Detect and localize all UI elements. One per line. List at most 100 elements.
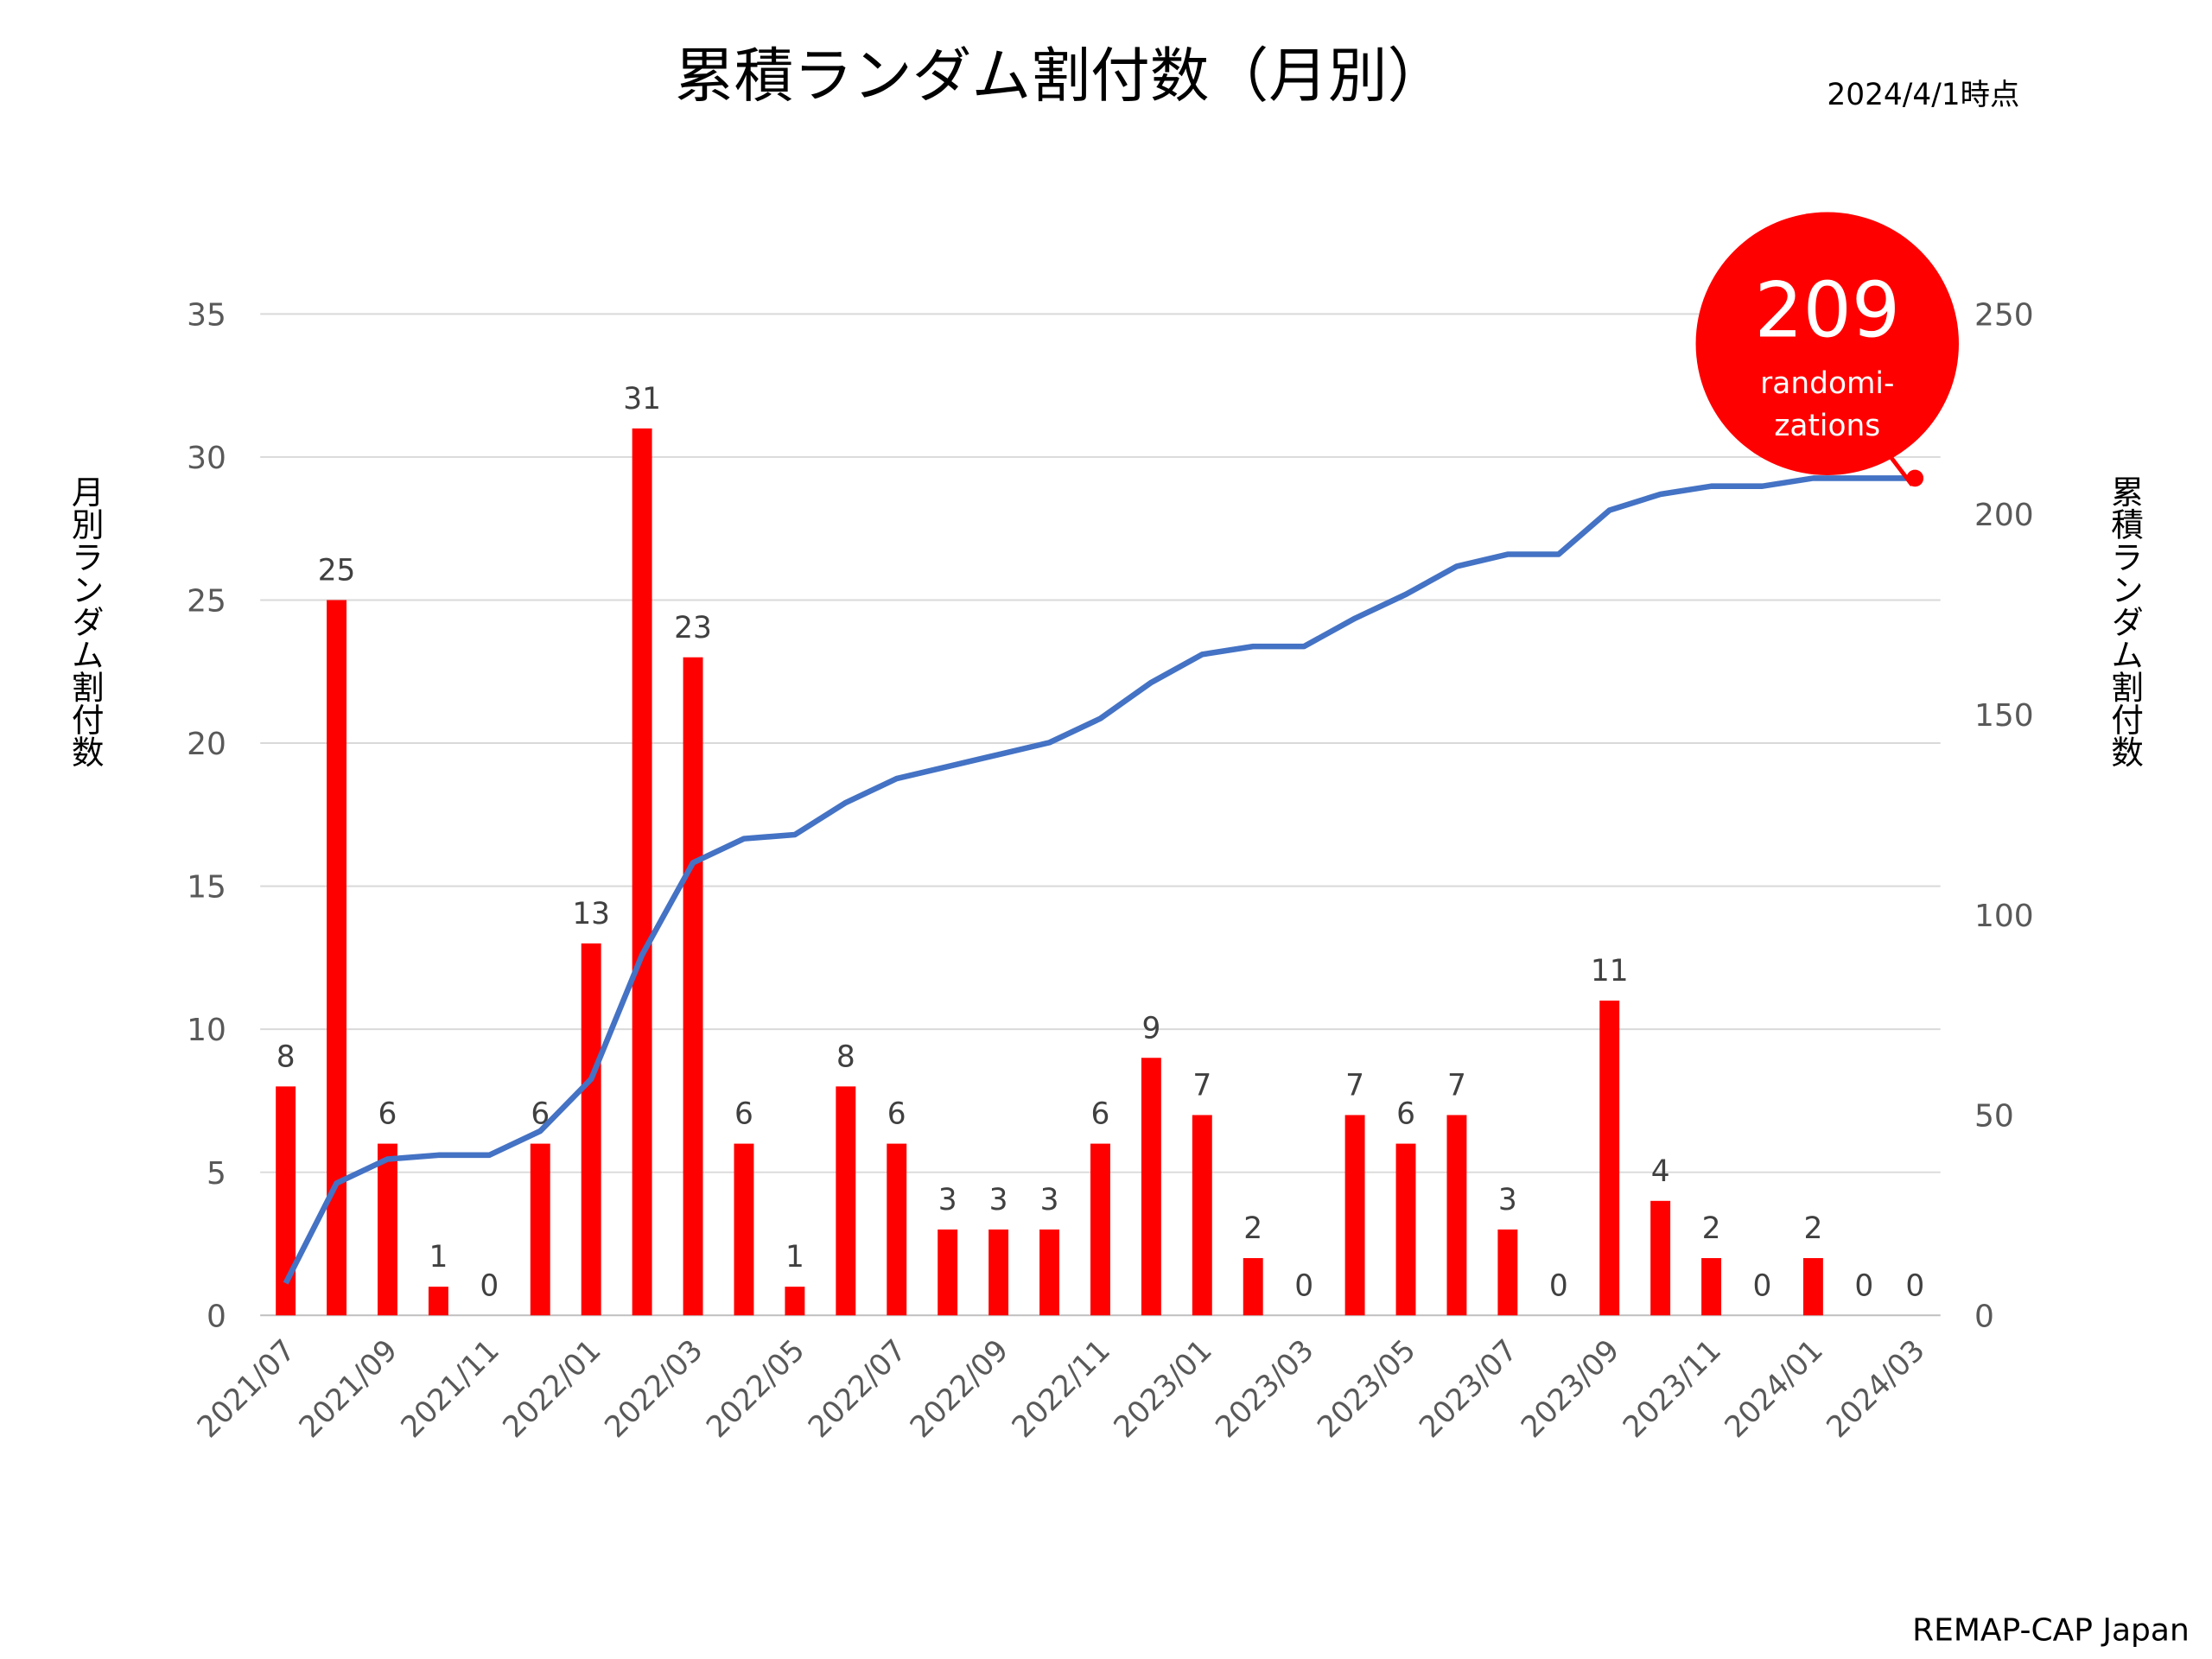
y-right-tick-label: 0 <box>1974 1299 1994 1334</box>
bar <box>1039 1229 1059 1316</box>
bar <box>785 1287 805 1316</box>
x-tick-label: 2021/11 <box>395 1333 506 1445</box>
credit-text: REMAP-CAP Japan <box>1912 1613 2190 1649</box>
x-tick-label: 2022/05 <box>700 1333 811 1445</box>
y-right-tick-label: 200 <box>1974 498 2034 533</box>
y-right-axis-label: 累積ランダム割付数 <box>2106 475 2144 768</box>
x-tick-label: 2023/05 <box>1311 1333 1422 1445</box>
x-tick-label: 2022/03 <box>598 1333 709 1445</box>
bar <box>632 428 652 1316</box>
x-tick-label: 2021/07 <box>191 1333 302 1445</box>
bar-data-label: 3 <box>938 1183 957 1217</box>
y-left-tick-label: 5 <box>207 1156 226 1192</box>
x-tick-label: 2022/09 <box>904 1333 1015 1445</box>
callout-bubble <box>1695 212 1960 475</box>
x-tick-labels: 2021/072021/092021/112022/012022/032022/… <box>191 1333 1932 1445</box>
bar <box>1802 1258 1823 1316</box>
bar <box>1446 1115 1467 1316</box>
bar-data-label: 0 <box>1753 1268 1772 1303</box>
y-left-tick-label: 20 <box>187 727 226 762</box>
bar <box>1497 1229 1518 1316</box>
x-tick-label: 2024/03 <box>1821 1333 1932 1445</box>
bar-data-label: 6 <box>1091 1097 1110 1132</box>
y-right-tick-label: 50 <box>1974 1099 2014 1135</box>
y-right-tick-label: 250 <box>1974 297 2034 333</box>
y-left-ticks: 0 5 10 15 20 25 30 35 <box>187 297 226 1334</box>
x-tick-label: 2024/01 <box>1719 1333 1830 1445</box>
x-tick-label: 2023/03 <box>1209 1333 1320 1445</box>
bar-data-label: 2 <box>1702 1211 1721 1246</box>
bar <box>988 1229 1009 1316</box>
callout-line-2: zations <box>1774 409 1880 443</box>
bar <box>1395 1143 1416 1316</box>
x-tick-label: 2023/01 <box>1108 1333 1219 1445</box>
y-right-tick-label: 100 <box>1974 899 2034 934</box>
y-right-ticks: 0 50 100 150 200 250 <box>1974 297 2034 1334</box>
bar <box>428 1287 448 1316</box>
bar <box>1650 1200 1671 1316</box>
callout-value: 209 <box>1754 266 1900 355</box>
y-left-tick-label: 0 <box>207 1299 226 1334</box>
bar-data-label: 7 <box>1192 1069 1211 1103</box>
bar <box>1192 1115 1212 1316</box>
y-right-tick-label: 150 <box>1974 698 2034 734</box>
as-of-date: 2024/4/1時点 <box>1827 78 2019 112</box>
callout-endpoint-dot <box>1906 469 1924 487</box>
bar <box>887 1143 907 1316</box>
bar <box>1090 1143 1110 1316</box>
bar <box>378 1143 397 1316</box>
y-left-axis-label: 月別ランダム割付数 <box>66 475 104 768</box>
bar <box>276 1086 296 1316</box>
bar-data-label: 7 <box>1447 1069 1466 1103</box>
bar <box>734 1143 754 1316</box>
bar-data-label: 11 <box>1591 954 1629 988</box>
bar-data-label: 3 <box>1498 1183 1517 1217</box>
bar-data-label: 31 <box>623 382 661 416</box>
bar <box>530 1143 550 1316</box>
cumulative-line <box>283 475 1916 1285</box>
bar-data-label: 0 <box>480 1268 499 1303</box>
bar-data-label: 25 <box>318 554 356 588</box>
x-tick-label: 2022/07 <box>802 1333 913 1445</box>
y-left-tick-label: 15 <box>187 870 226 906</box>
y-left-tick-label: 10 <box>187 1013 226 1048</box>
bar-data-label: 7 <box>1345 1069 1364 1103</box>
bar-data-label: 3 <box>1040 1183 1059 1217</box>
bar-data-label: 0 <box>1294 1268 1313 1303</box>
bar <box>1701 1258 1722 1316</box>
bar <box>1344 1115 1365 1316</box>
bar-data-label: 1 <box>785 1240 804 1274</box>
bar-data-label: 6 <box>378 1097 397 1132</box>
bar-data-label: 0 <box>1549 1268 1568 1303</box>
y-left-tick-label: 25 <box>187 584 226 620</box>
x-tick-label: 2023/07 <box>1413 1333 1524 1445</box>
x-tick-label: 2022/01 <box>496 1333 607 1445</box>
bar-data-label: 1 <box>429 1240 448 1274</box>
bar-data-label: 2 <box>1803 1211 1822 1246</box>
bar-data-label: 9 <box>1141 1011 1160 1046</box>
bar-data-label: 6 <box>887 1097 906 1132</box>
y-left-tick-label: 35 <box>187 297 226 333</box>
x-tick-label: 2023/09 <box>1515 1333 1626 1445</box>
bar-data-label: 0 <box>1905 1268 1924 1303</box>
chart-title: 累積ランダム割付数（月別） <box>675 41 1447 111</box>
bar-data-label: 13 <box>572 897 610 931</box>
y-left-tick-label: 30 <box>187 441 226 476</box>
bar <box>1141 1058 1161 1316</box>
callout: 209 randomi- zations <box>1695 212 1960 487</box>
x-tick-label: 2023/11 <box>1617 1333 1728 1445</box>
bar-data-label: 6 <box>734 1097 753 1132</box>
line-series <box>283 475 1916 1285</box>
bar-data-label: 8 <box>836 1039 855 1074</box>
bar <box>1599 1001 1620 1316</box>
x-tick-label: 2022/11 <box>1006 1333 1117 1445</box>
bar <box>938 1229 958 1316</box>
bar-data-label: 8 <box>276 1039 296 1074</box>
bar <box>683 657 703 1316</box>
bar <box>327 600 347 1316</box>
bar <box>581 943 601 1316</box>
bar-data-label: 3 <box>989 1183 1008 1217</box>
bar-data-label: 4 <box>1651 1154 1670 1189</box>
